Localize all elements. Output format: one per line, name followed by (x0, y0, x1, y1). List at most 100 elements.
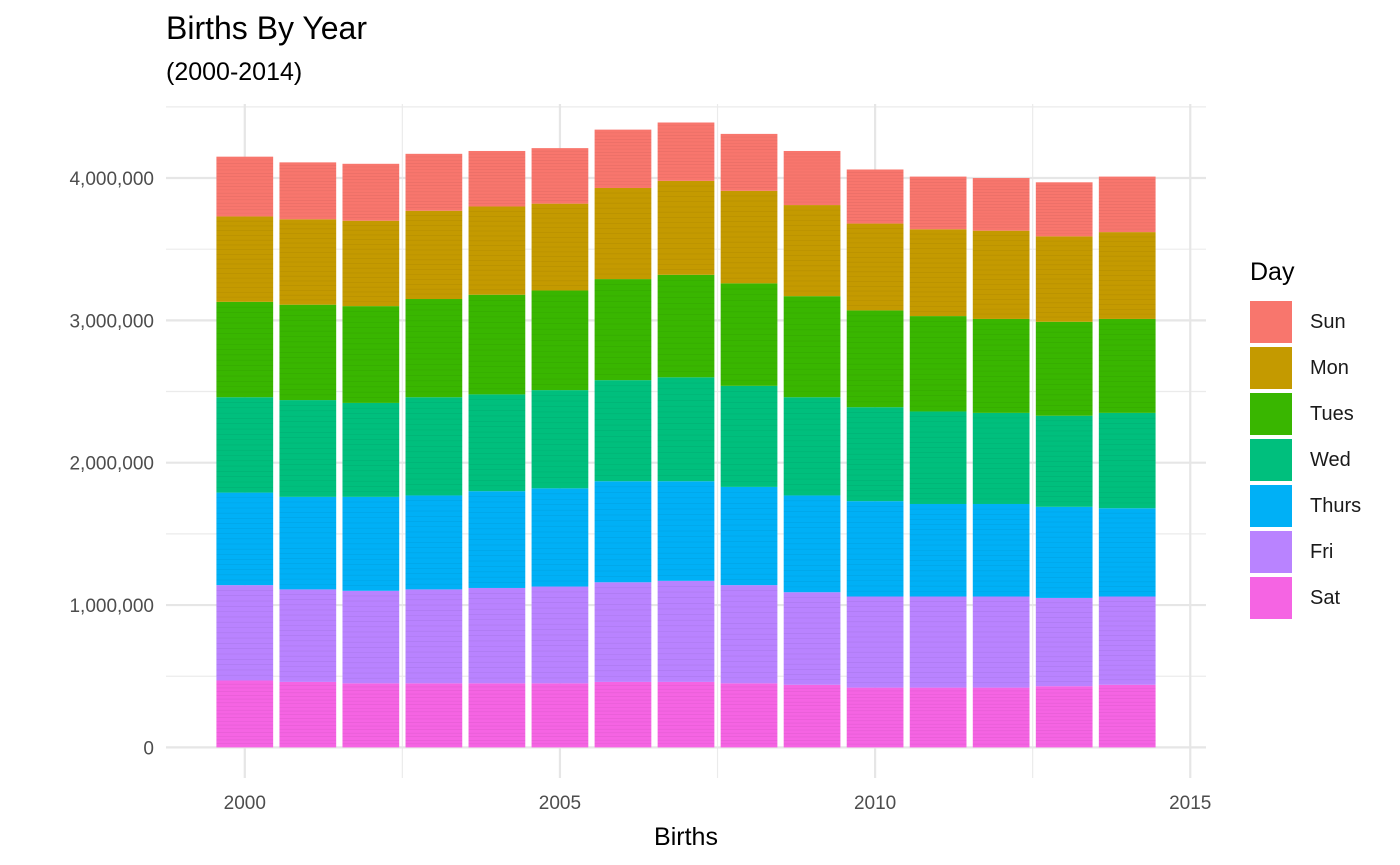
bar-mon-2013 (1035, 236, 1093, 322)
legend-label: Wed (1310, 448, 1351, 471)
bar-tues-2011 (909, 316, 967, 412)
bar-fri-2005 (531, 586, 589, 684)
bar-mon-2011 (909, 229, 967, 317)
bar-wed-2014 (1098, 412, 1156, 509)
bar-sat-2004 (468, 683, 526, 748)
bar-sat-2012 (972, 687, 1030, 748)
chart-title: Births By Year (166, 10, 367, 46)
bar-fri-2002 (342, 590, 400, 684)
bar-sun-2011 (909, 176, 967, 230)
legend-item-wed: Wed (1250, 437, 1361, 483)
bar-fri-2008 (720, 585, 778, 684)
bar-tues-2012 (972, 318, 1030, 413)
bar-sat-2003 (405, 683, 463, 748)
bar-sat-2006 (594, 681, 652, 748)
bar-sun-2010 (846, 169, 904, 224)
bar-fri-2014 (1098, 596, 1156, 685)
bar-tues-2005 (531, 290, 589, 391)
bar-thurs-2005 (531, 488, 589, 587)
bar-tues-2004 (468, 294, 526, 395)
bar-sat-2013 (1035, 686, 1093, 748)
bar-fri-2010 (846, 596, 904, 688)
bar-sat-2001 (279, 681, 337, 748)
bar-tues-2013 (1035, 321, 1093, 416)
bar-sun-2000 (216, 156, 274, 217)
bar-mon-2009 (783, 205, 841, 297)
legend-item-sun: Sun (1250, 299, 1361, 345)
bar-wed-2007 (657, 377, 715, 482)
legend-swatch (1250, 531, 1292, 573)
bar-thurs-2007 (657, 481, 715, 581)
bar-wed-2004 (468, 394, 526, 492)
bar-sat-2010 (846, 687, 904, 748)
legend-label: Thurs (1310, 494, 1362, 517)
bar-mon-2012 (972, 230, 1030, 319)
x-axis-ticks: 2000 2005 2010 2015 (224, 793, 1212, 814)
bar-fri-2007 (657, 580, 715, 682)
bar-thurs-2000 (216, 492, 274, 586)
bar-mon-2003 (405, 210, 463, 300)
bar-mon-2010 (846, 223, 904, 311)
bar-mon-2001 (279, 219, 337, 305)
bar-tues-2001 (279, 304, 337, 401)
bar-tues-2000 (216, 301, 274, 398)
bar-mon-2000 (216, 216, 274, 302)
bar-tues-2014 (1098, 318, 1156, 413)
bar-wed-2001 (279, 400, 337, 497)
legend-label: Mon (1310, 356, 1349, 379)
bar-thurs-2003 (405, 495, 463, 590)
bar-tues-2007 (657, 274, 715, 378)
bar-thurs-2012 (972, 503, 1030, 597)
bar-fri-2006 (594, 582, 652, 682)
legend-label: Fri (1310, 540, 1334, 563)
bar-mon-2005 (531, 203, 589, 291)
bar-thurs-2002 (342, 496, 400, 591)
bar-tues-2003 (405, 299, 463, 398)
bar-tues-2010 (846, 310, 904, 408)
bar-sat-2005 (531, 683, 589, 748)
bar-mon-2006 (594, 187, 652, 280)
legend-item-thurs: Thurs (1250, 483, 1361, 529)
bar-wed-2005 (531, 390, 589, 489)
bar-mon-2007 (657, 180, 715, 275)
y-tick-label: 3,000,000 (69, 311, 154, 332)
bar-wed-2003 (405, 397, 463, 496)
bar-mon-2008 (720, 190, 778, 284)
bar-sat-2014 (1098, 684, 1156, 748)
chart-subtitle: (2000-2014) (166, 58, 303, 86)
bar-layers (216, 122, 1156, 748)
legend-title: Day (1250, 258, 1295, 286)
legend-swatch (1250, 301, 1292, 343)
bar-sat-2011 (909, 687, 967, 748)
bar-mon-2002 (342, 220, 400, 307)
x-tick-label: 2010 (854, 793, 896, 814)
bar-fri-2004 (468, 587, 526, 684)
bar-wed-2006 (594, 380, 652, 482)
bar-sun-2006 (594, 129, 652, 188)
y-tick-label: 1,000,000 (69, 596, 154, 617)
bar-sun-2005 (531, 148, 589, 204)
bar-sun-2009 (783, 150, 841, 206)
bar-sat-2000 (216, 680, 274, 748)
bar-thurs-2014 (1098, 508, 1156, 597)
y-axis-ticks: 0 1,000,000 2,000,000 3,000,000 4,000,000 (69, 169, 154, 759)
bar-fri-2001 (279, 589, 337, 682)
bar-sat-2002 (342, 683, 400, 748)
bar-thurs-2009 (783, 495, 841, 593)
bar-sun-2001 (279, 162, 337, 220)
bar-fri-2000 (216, 585, 274, 681)
x-tick-label: 2005 (539, 793, 581, 814)
bar-sun-2007 (657, 122, 715, 181)
legend: Day Sun Mon Tues Wed Thurs Fri Sat (1250, 258, 1361, 621)
bar-sun-2014 (1098, 176, 1156, 233)
bar-thurs-2013 (1035, 506, 1093, 598)
y-tick-label: 4,000,000 (69, 169, 154, 190)
bar-thurs-2011 (909, 503, 967, 597)
y-tick-label: 2,000,000 (69, 454, 154, 475)
bar-wed-2009 (783, 397, 841, 496)
x-tick-label: 2000 (224, 793, 266, 814)
bar-wed-2000 (216, 397, 274, 493)
bar-mon-2014 (1098, 232, 1156, 319)
bar-sun-2002 (342, 163, 400, 221)
